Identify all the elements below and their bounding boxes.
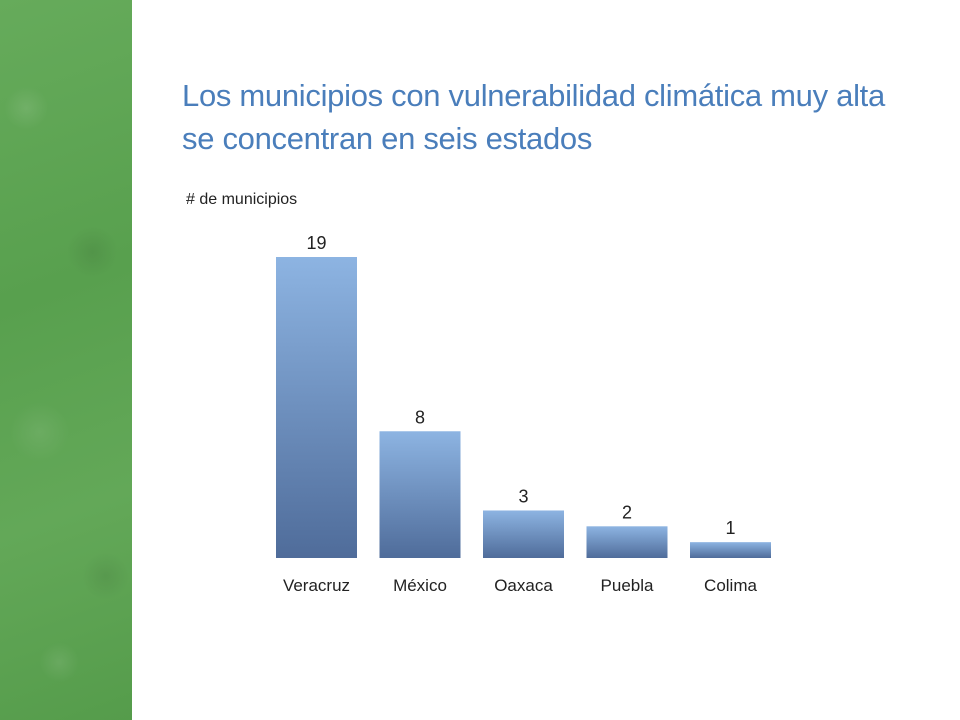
bars-group: 19 Veracruz 8 México 3 Oaxaca 2 Puebla 1 Colima [276, 233, 771, 595]
bar-oaxaca [483, 510, 564, 558]
category-tick-label: México [393, 576, 447, 595]
y-axis-label: # de municipios [186, 191, 297, 208]
category-tick-label: Veracruz [283, 576, 350, 595]
side-decoration-band [0, 0, 132, 720]
data-label: 19 [306, 233, 326, 253]
bar-chart: # de municipios 19 Veracruz 8 México 3 Oaxaca… [180, 180, 800, 600]
bar-colima [690, 542, 771, 558]
bar-puebla [586, 526, 668, 558]
bar-méxico [379, 431, 461, 558]
category-tick-label: Oaxaca [494, 576, 553, 595]
slide-title: Los municipios con vulnerabilidad climát… [182, 74, 922, 160]
category-tick-label: Puebla [601, 576, 654, 595]
category-tick-label: Colima [704, 576, 757, 595]
data-label: 2 [622, 502, 632, 522]
data-label: 8 [415, 407, 425, 427]
bar-chart-svg: # de municipios 19 Veracruz 8 México 3 Oaxaca… [186, 191, 771, 595]
slide-title-line-2: se concentran en seis estados [182, 121, 593, 156]
bar-veracruz [276, 257, 357, 558]
slide-title-line-1: Los municipios con vulnerabilidad climát… [182, 78, 885, 113]
data-label: 3 [518, 486, 528, 506]
data-label: 1 [725, 518, 735, 538]
